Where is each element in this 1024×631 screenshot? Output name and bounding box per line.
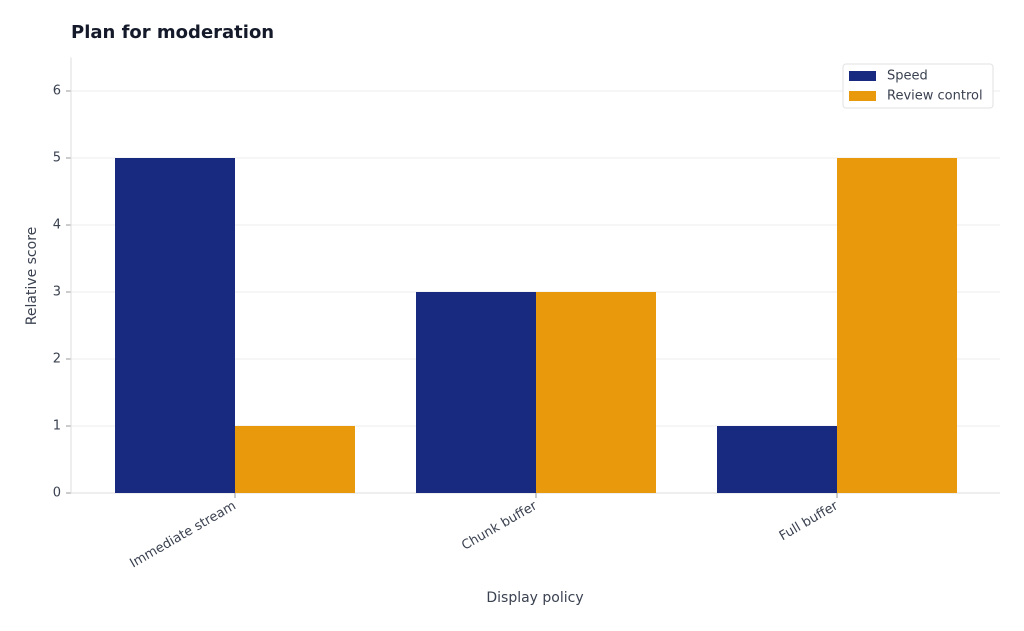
bar bbox=[235, 426, 355, 493]
x-axis-label: Display policy bbox=[486, 590, 583, 606]
y-tick-label: 4 bbox=[53, 218, 61, 233]
x-tick-label: Immediate stream bbox=[128, 499, 239, 572]
bar bbox=[837, 158, 957, 493]
bar bbox=[416, 292, 536, 493]
y-axis-label: Relative score bbox=[24, 227, 40, 326]
bar bbox=[717, 426, 837, 493]
legend-label: Speed bbox=[887, 69, 928, 84]
legend-swatch bbox=[849, 91, 876, 101]
legend-label: Review control bbox=[887, 89, 983, 104]
x-tick-label: Chunk buffer bbox=[459, 498, 540, 553]
y-tick-label: 0 bbox=[53, 486, 61, 501]
bar bbox=[536, 292, 656, 493]
y-tick-label: 3 bbox=[53, 285, 61, 300]
bar bbox=[115, 158, 235, 493]
y-tick-label: 6 bbox=[53, 84, 61, 99]
chart-title: Plan for moderation bbox=[71, 22, 274, 43]
x-tick-label: Full buffer bbox=[777, 498, 841, 544]
legend-box bbox=[842, 63, 994, 109]
y-tick-label: 1 bbox=[53, 419, 61, 434]
y-tick-label: 2 bbox=[53, 352, 61, 367]
y-tick-label: 5 bbox=[53, 151, 61, 166]
legend-swatch bbox=[849, 71, 876, 81]
